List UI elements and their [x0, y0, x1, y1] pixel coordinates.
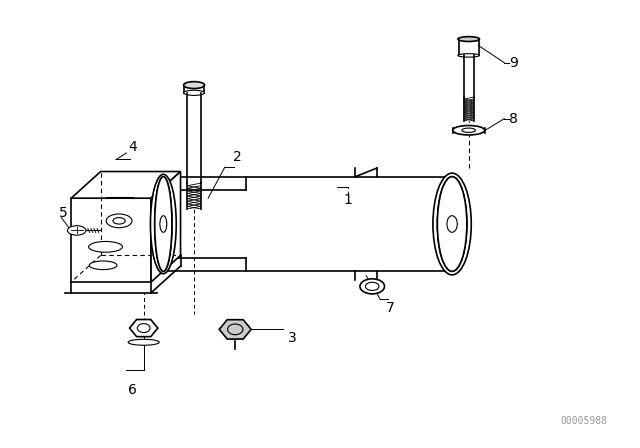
Text: 6: 6	[128, 383, 137, 396]
Polygon shape	[71, 172, 180, 198]
Text: 9: 9	[509, 56, 518, 70]
Bar	[71, 198, 151, 282]
Ellipse shape	[160, 216, 167, 232]
Polygon shape	[151, 172, 180, 282]
Ellipse shape	[433, 173, 471, 275]
Text: 00005988: 00005988	[561, 416, 608, 426]
Ellipse shape	[458, 54, 479, 57]
Text: 5: 5	[60, 206, 68, 220]
Ellipse shape	[155, 177, 172, 271]
Text: 2: 2	[233, 151, 241, 164]
Ellipse shape	[90, 261, 117, 270]
Ellipse shape	[458, 37, 479, 42]
Text: 8: 8	[509, 112, 518, 125]
Ellipse shape	[106, 214, 132, 228]
Ellipse shape	[113, 218, 125, 224]
Ellipse shape	[437, 177, 467, 271]
Ellipse shape	[447, 216, 457, 232]
Text: 1: 1	[343, 194, 352, 207]
Ellipse shape	[184, 82, 205, 89]
Ellipse shape	[128, 339, 159, 345]
Ellipse shape	[365, 282, 379, 290]
Text: 4: 4	[128, 140, 137, 154]
Ellipse shape	[184, 90, 205, 95]
Ellipse shape	[437, 177, 467, 271]
Text: 3: 3	[288, 331, 297, 345]
Ellipse shape	[462, 128, 476, 133]
Ellipse shape	[150, 174, 176, 274]
Ellipse shape	[360, 279, 385, 294]
Ellipse shape	[88, 241, 122, 252]
Ellipse shape	[452, 125, 484, 135]
Ellipse shape	[67, 226, 86, 235]
Text: 7: 7	[387, 301, 395, 315]
Ellipse shape	[155, 177, 172, 271]
